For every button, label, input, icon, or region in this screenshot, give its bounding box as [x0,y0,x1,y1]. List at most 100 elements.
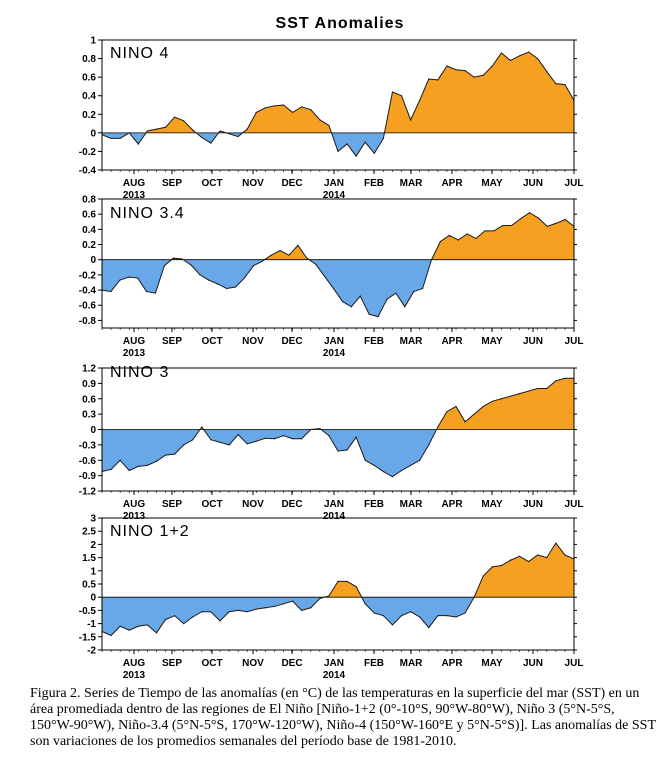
data-point [217,283,219,285]
data-point [155,632,158,634]
y-tick-label: 0.3 [82,410,96,421]
figure-caption: Figura 2. Series de Tiempo de las anomal… [30,686,656,749]
x-tick-label: JUL [565,178,584,189]
x-tick-label: NOV [242,336,264,347]
data-point [373,612,375,614]
data-point [128,629,130,631]
data-point [128,469,130,472]
data-point [164,126,167,128]
positive-anomaly-area [102,378,574,430]
data-point [473,76,475,78]
data-point [491,566,493,568]
year-label: 2013 [123,190,146,201]
x-tick-label: SEP [162,658,182,669]
data-point [555,222,557,224]
data-point [537,554,539,556]
data-point [310,607,312,609]
data-point [410,464,412,466]
data-point [428,78,430,80]
data-point [346,449,348,451]
y-tick-label: -1 [87,619,96,630]
data-point [273,438,276,440]
x-tick-label: JUN [523,178,543,189]
data-point [368,313,370,315]
data-point [119,279,121,281]
data-point [208,279,210,281]
data-point [346,580,348,582]
y-tick-label: 0.4 [82,91,96,102]
data-point [192,129,194,131]
data-point [154,292,157,294]
data-point [337,580,339,582]
panel-nino-3-4: -0.8 -0.6 -0.4 -0.2 0 0.2 0.4 0.6 0.8 AUG SEP OCT NO… [79,195,584,360]
data-point [319,427,321,430]
data-point [355,155,357,157]
x-tick-label: NOV [242,658,264,669]
data-point [457,239,459,241]
data-point [428,626,430,629]
data-point [509,395,512,397]
data-point [364,141,366,143]
data-point [219,620,221,622]
data-point [482,405,484,408]
x-tick-label: OCT [201,658,222,669]
data-point [315,263,317,265]
y-tick-label: 0.9 [82,379,96,390]
data-point [324,275,326,277]
data-point [264,107,266,109]
data-point [518,393,521,395]
x-tick-label: SEP [162,499,182,510]
data-point [155,128,158,130]
x-tick-label: MAY [481,178,503,189]
positive-anomaly-area [324,543,574,598]
data-point [382,470,384,473]
data-point [382,137,384,140]
data-point [404,306,406,308]
data-point [473,596,475,598]
year-label: 2013 [123,670,146,680]
data-point [346,143,348,145]
data-point [400,615,403,617]
data-point [210,142,212,144]
y-tick-label: 0 [90,593,96,604]
x-tick-label: JUL [565,336,584,347]
x-tick-label: AUG [123,178,145,189]
anomaly-series-line [102,212,574,318]
data-point [382,615,384,617]
data-point [264,607,266,609]
data-point [282,603,285,605]
y-tick-label: 2.5 [82,527,96,538]
data-point [475,237,477,240]
data-point [395,292,397,294]
y-tick-label: 0.2 [82,110,96,121]
x-tick-label: APR [441,658,463,669]
data-point [355,436,357,438]
data-point [246,443,248,445]
data-point [110,634,112,637]
data-point [350,306,352,308]
data-point [137,625,139,627]
x-tick-label: JAN [324,499,344,510]
data-point [128,276,130,278]
data-point [219,130,221,132]
data-point [473,413,475,415]
data-point [464,421,466,423]
data-point [237,135,239,138]
year-label: 2013 [123,348,146,359]
data-point [359,295,361,297]
data-point [252,265,254,267]
y-tick-label: 0.2 [82,240,96,251]
data-point [201,426,203,428]
data-point [228,444,230,446]
x-tick-label: JUN [523,336,543,347]
data-point [502,224,504,227]
data-point [319,119,321,121]
data-point [564,377,566,379]
data-point [119,459,121,461]
y-tick-label: -0.6 [79,301,97,312]
y-tick-label: 0.8 [82,195,96,206]
data-point [537,387,539,390]
panel-title: NINO 1+2 [110,523,190,540]
data-point [255,111,257,114]
data-point [546,387,548,390]
